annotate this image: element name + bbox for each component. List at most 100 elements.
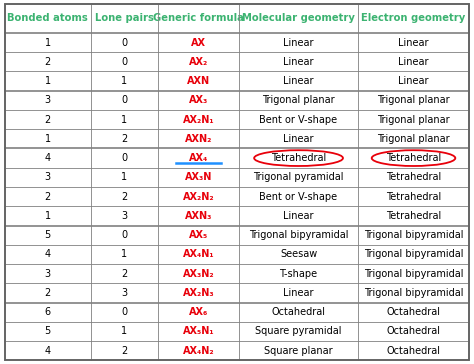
Text: Molecular geometry: Molecular geometry <box>242 13 355 23</box>
Bar <box>358 33 469 52</box>
Text: 1: 1 <box>121 115 128 124</box>
Text: Square pyramidal: Square pyramidal <box>255 327 342 336</box>
Text: 0: 0 <box>121 95 128 105</box>
Text: 1: 1 <box>45 37 51 48</box>
Text: AX₄: AX₄ <box>189 153 208 163</box>
Text: Linear: Linear <box>398 57 429 67</box>
Text: 0: 0 <box>121 37 128 48</box>
Text: 2: 2 <box>45 57 51 67</box>
Text: Generic formula: Generic formula <box>153 13 244 23</box>
Text: 3: 3 <box>45 95 51 105</box>
Text: AX₃N: AX₃N <box>185 173 212 182</box>
Text: 1: 1 <box>121 173 128 182</box>
Text: Trigonal bipyramidal: Trigonal bipyramidal <box>364 269 463 279</box>
Text: Linear: Linear <box>283 211 314 221</box>
Text: AXN₃: AXN₃ <box>185 211 212 221</box>
Bar <box>158 33 239 52</box>
Text: 2: 2 <box>45 115 51 124</box>
Bar <box>239 226 358 245</box>
Bar <box>358 187 469 206</box>
Text: AX₂N₁: AX₂N₁ <box>183 115 215 124</box>
Bar <box>91 33 158 52</box>
Bar <box>239 187 358 206</box>
Bar <box>91 341 158 360</box>
Bar <box>158 206 239 226</box>
Bar <box>239 52 358 71</box>
Bar <box>5 129 91 149</box>
Text: Octahedral: Octahedral <box>386 307 440 317</box>
Text: Octahedral: Octahedral <box>386 327 440 336</box>
Text: Lone pairs: Lone pairs <box>95 13 154 23</box>
Text: 0: 0 <box>121 153 128 163</box>
Text: Bent or V-shape: Bent or V-shape <box>259 191 337 202</box>
Bar <box>5 110 91 129</box>
Text: Linear: Linear <box>283 76 314 86</box>
Bar <box>358 129 469 149</box>
Bar <box>158 52 239 71</box>
Bar <box>5 4 91 33</box>
Text: AX₂N₂: AX₂N₂ <box>183 191 215 202</box>
Bar <box>91 4 158 33</box>
Bar <box>358 71 469 91</box>
Text: AX₅: AX₅ <box>189 230 208 240</box>
Bar <box>91 91 158 110</box>
Text: 5: 5 <box>45 230 51 240</box>
Text: 1: 1 <box>121 327 128 336</box>
Text: AX₆: AX₆ <box>189 307 208 317</box>
Bar <box>158 264 239 283</box>
Text: Trigonal planar: Trigonal planar <box>262 95 335 105</box>
Text: 1: 1 <box>45 134 51 144</box>
Text: Trigonal planar: Trigonal planar <box>377 134 450 144</box>
Bar <box>91 168 158 187</box>
Bar <box>158 110 239 129</box>
Text: AX: AX <box>191 37 206 48</box>
Bar <box>358 245 469 264</box>
Bar <box>91 206 158 226</box>
Text: AX₂N₃: AX₂N₃ <box>183 288 215 298</box>
Bar <box>5 91 91 110</box>
Text: Octahedral: Octahedral <box>272 307 326 317</box>
Bar <box>239 245 358 264</box>
Bar <box>91 110 158 129</box>
Text: Linear: Linear <box>398 76 429 86</box>
Bar <box>158 283 239 302</box>
Bar <box>5 322 91 341</box>
Text: 1: 1 <box>121 76 128 86</box>
Text: Trigonal planar: Trigonal planar <box>377 115 450 124</box>
Bar <box>158 302 239 322</box>
Text: Tetrahedral: Tetrahedral <box>386 173 441 182</box>
Text: 4: 4 <box>45 346 51 356</box>
Bar <box>5 71 91 91</box>
Bar <box>5 283 91 302</box>
Text: Tetrahedral: Tetrahedral <box>386 191 441 202</box>
Text: Trigonal pyramidal: Trigonal pyramidal <box>253 173 344 182</box>
Text: AX₅N₁: AX₅N₁ <box>183 327 215 336</box>
Text: Trigonal bipyramidal: Trigonal bipyramidal <box>364 230 463 240</box>
Bar <box>5 245 91 264</box>
Bar <box>91 302 158 322</box>
Text: Electron geometry: Electron geometry <box>361 13 465 23</box>
Text: Linear: Linear <box>283 37 314 48</box>
Text: 3: 3 <box>121 288 128 298</box>
Text: 1: 1 <box>45 76 51 86</box>
Bar <box>239 168 358 187</box>
Bar <box>91 71 158 91</box>
Bar <box>158 168 239 187</box>
Bar <box>91 245 158 264</box>
Bar <box>5 187 91 206</box>
Bar <box>239 91 358 110</box>
Bar <box>358 264 469 283</box>
Text: AX₃N₂: AX₃N₂ <box>183 269 215 279</box>
Bar <box>358 110 469 129</box>
Bar <box>358 4 469 33</box>
Text: AXN: AXN <box>187 76 210 86</box>
Bar <box>158 71 239 91</box>
Text: Trigonal bipyramidal: Trigonal bipyramidal <box>364 249 463 260</box>
Bar <box>5 52 91 71</box>
Bar <box>91 149 158 168</box>
Bar <box>358 341 469 360</box>
Bar <box>158 226 239 245</box>
Bar <box>158 341 239 360</box>
Text: T-shape: T-shape <box>280 269 318 279</box>
Bar <box>358 322 469 341</box>
